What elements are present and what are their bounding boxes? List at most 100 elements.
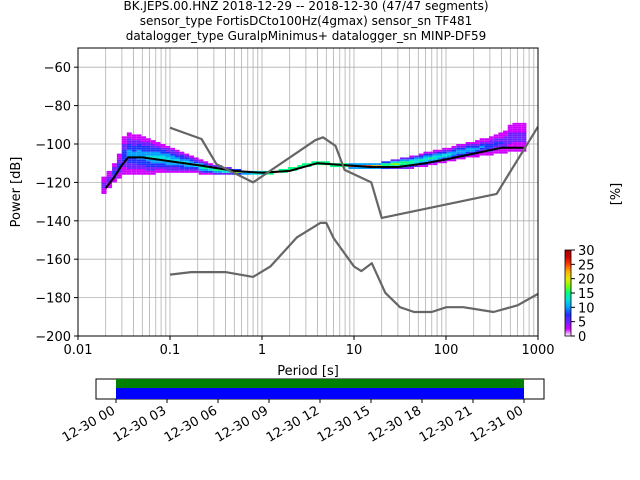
density-cell xyxy=(409,155,415,158)
density-cell xyxy=(141,159,147,162)
density-cell xyxy=(121,170,127,173)
density-cell xyxy=(121,136,127,139)
density-cell xyxy=(165,163,171,166)
density-cell xyxy=(189,157,194,160)
density-cell xyxy=(179,153,185,156)
density-cell xyxy=(489,147,494,150)
density-cell xyxy=(208,165,213,168)
density-cell xyxy=(146,165,151,168)
density-cell xyxy=(193,168,199,171)
density-cell xyxy=(155,149,161,152)
density-cell xyxy=(465,144,471,146)
density-cell xyxy=(184,165,190,168)
density-cell xyxy=(121,138,127,141)
density-cell xyxy=(146,159,151,162)
title-line-station: BK.JEPS.00.HNZ 2018-12-29 -- 2018-12-30 … xyxy=(123,0,488,13)
density-cell xyxy=(456,153,461,156)
density-cell xyxy=(493,140,499,143)
density-cell xyxy=(395,161,400,164)
density-cell xyxy=(512,128,518,131)
density-cell xyxy=(353,163,358,166)
density-cell xyxy=(390,163,396,166)
density-cell xyxy=(101,184,107,187)
density-cell xyxy=(479,145,485,148)
density-cell xyxy=(418,153,424,156)
density-cell xyxy=(381,161,386,164)
density-cell xyxy=(484,153,490,156)
density-cell xyxy=(136,159,142,162)
density-cell xyxy=(203,172,209,175)
density-cell xyxy=(287,167,293,169)
density-cell xyxy=(517,122,522,125)
density-cell xyxy=(136,153,142,156)
density-cell xyxy=(116,157,122,160)
density-cell xyxy=(460,145,466,148)
density-cell xyxy=(101,176,107,179)
density-cell xyxy=(521,126,527,129)
y-tick-label: −140 xyxy=(35,215,71,230)
density-cell xyxy=(517,134,522,137)
density-cell xyxy=(198,170,204,173)
density-cell xyxy=(217,172,223,175)
coverage-bar-blue xyxy=(116,388,524,399)
density-cell xyxy=(451,153,457,156)
density-cell xyxy=(428,151,433,154)
density-cell xyxy=(456,151,461,154)
coverage-tick-label: 12-30 00 xyxy=(60,403,118,445)
density-cell xyxy=(121,159,127,162)
density-cell xyxy=(423,153,429,156)
density-cell xyxy=(155,161,161,164)
density-cell xyxy=(150,151,156,154)
density-cell xyxy=(174,149,180,152)
density-cell xyxy=(174,167,180,169)
density-cell xyxy=(121,167,127,169)
density-cell xyxy=(484,140,490,143)
density-cell xyxy=(428,153,433,156)
y-tick-label: −80 xyxy=(44,100,71,115)
density-cell xyxy=(150,142,156,144)
density-cell xyxy=(460,157,466,160)
density-cell xyxy=(442,149,447,152)
density-cell xyxy=(146,144,151,146)
density-cell xyxy=(512,132,518,135)
density-cell xyxy=(297,165,302,168)
density-cell xyxy=(498,149,504,152)
density-cell xyxy=(353,167,358,169)
density-cell xyxy=(517,124,522,127)
density-cell xyxy=(141,155,147,158)
density-cell xyxy=(470,145,476,148)
density-cell xyxy=(160,163,166,166)
density-cell xyxy=(131,149,137,152)
density-cell xyxy=(465,151,471,154)
density-cell xyxy=(121,147,127,150)
density-cell xyxy=(283,168,288,171)
density-cell xyxy=(460,153,466,156)
density-cell xyxy=(174,151,180,154)
density-cell xyxy=(141,147,147,150)
density-cell xyxy=(484,151,490,154)
density-cell xyxy=(193,159,199,162)
density-cell xyxy=(512,142,518,144)
series-line-nlnm xyxy=(169,221,538,314)
density-cell xyxy=(489,138,494,141)
density-cell xyxy=(517,142,522,144)
density-cell xyxy=(121,142,127,144)
density-cell xyxy=(498,151,504,154)
density-cell xyxy=(136,149,142,152)
density-cell xyxy=(131,134,137,137)
density-cell xyxy=(155,167,161,169)
density-cell xyxy=(160,161,166,164)
density-cell xyxy=(106,170,113,173)
density-cell xyxy=(418,165,424,168)
density-cell xyxy=(208,170,213,173)
density-cell xyxy=(498,138,504,141)
density-cell xyxy=(517,140,522,143)
density-cell xyxy=(131,161,137,164)
density-cell xyxy=(446,159,452,162)
density-cell xyxy=(507,136,513,139)
density-cell xyxy=(423,151,429,154)
y-tick-label: −200 xyxy=(35,330,71,345)
density-cell xyxy=(155,168,161,171)
colorbar-label: [%] xyxy=(609,183,624,206)
density-cell xyxy=(503,151,508,154)
